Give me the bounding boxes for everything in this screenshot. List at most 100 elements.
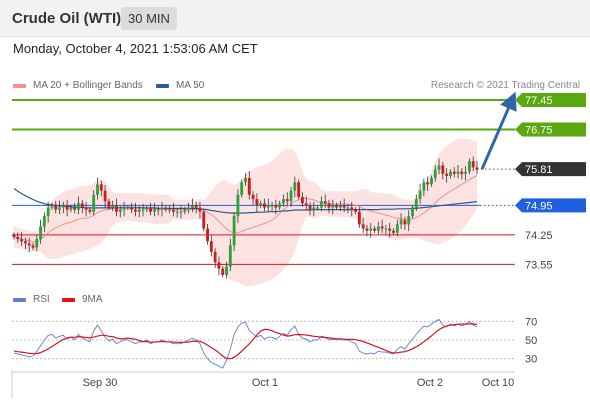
candle-body xyxy=(240,182,244,195)
candle-body xyxy=(282,199,285,204)
candle-body xyxy=(111,205,115,208)
candle-body xyxy=(392,230,395,233)
level-75-81-label: 75.81 xyxy=(525,164,553,176)
legend-rsi: RSI xyxy=(13,294,50,305)
legend-bollinger: MA 20 + Bollinger Bands xyxy=(13,80,143,91)
bollinger-band xyxy=(14,138,477,287)
candle-body xyxy=(380,226,384,229)
candle-body xyxy=(73,207,77,210)
candle-body xyxy=(354,209,357,212)
rsi-panel: 70 50 30 xyxy=(12,316,537,369)
candle-body xyxy=(65,205,69,210)
candle-body xyxy=(403,220,407,225)
candle-body xyxy=(69,207,73,210)
candle-body xyxy=(39,226,42,240)
candle-body xyxy=(346,207,350,209)
candle-body xyxy=(156,209,160,211)
rsi-line xyxy=(13,318,478,369)
candle-body xyxy=(96,184,99,195)
candle-body xyxy=(422,182,426,191)
candle-body xyxy=(118,209,122,212)
candle-body xyxy=(441,165,445,174)
candle-body xyxy=(323,201,327,204)
candle-body xyxy=(213,251,217,263)
level-74-95-tag xyxy=(515,198,586,213)
level-73-55-label: 73.55 xyxy=(525,259,553,271)
candle-body xyxy=(373,228,376,231)
candle-body xyxy=(84,207,88,210)
candle-body xyxy=(266,205,270,208)
candle-body xyxy=(259,203,263,206)
candle-body xyxy=(388,228,392,231)
price-levels xyxy=(12,99,515,265)
legend-9ma-label: 9MA xyxy=(82,294,103,305)
candle-body xyxy=(217,262,221,269)
candle-body xyxy=(107,201,111,208)
legend-bollinger-label: MA 20 + Bollinger Bands xyxy=(33,80,143,91)
candle-body xyxy=(115,205,118,212)
candle-body xyxy=(228,245,232,267)
rsi-swatch xyxy=(13,297,26,302)
candle-body xyxy=(426,182,430,185)
candle-body xyxy=(293,182,297,191)
x-tick-label: Oct 10 xyxy=(482,377,514,389)
legend-ma50: MA 50 xyxy=(156,80,204,91)
candle-body xyxy=(301,196,304,204)
candle-body xyxy=(46,207,50,216)
candle-body xyxy=(316,207,320,209)
candle-body xyxy=(99,184,103,191)
candle-body xyxy=(338,205,342,208)
candle-body xyxy=(319,201,323,208)
candle-body xyxy=(80,203,84,208)
candle-body xyxy=(61,205,65,208)
candle-body xyxy=(145,207,149,210)
candle-body xyxy=(183,209,187,212)
candle-body xyxy=(407,215,411,225)
candle-body xyxy=(350,207,354,210)
candle-body xyxy=(327,203,331,208)
ma50-swatch xyxy=(156,83,169,88)
chart-header: Crude Oil (WTI) 30 MIN xyxy=(0,0,590,37)
candle-body xyxy=(399,220,403,225)
candle-body xyxy=(289,190,293,202)
candle-body xyxy=(247,178,251,195)
x-tick-label: Oct 1 xyxy=(252,377,278,389)
candle-body xyxy=(376,226,380,231)
candle-body xyxy=(232,215,236,246)
legend-rsi-label: RSI xyxy=(33,294,50,305)
candle-body xyxy=(456,171,460,174)
candle-body xyxy=(175,211,179,213)
candle-body xyxy=(160,207,164,210)
candle-body xyxy=(331,205,335,208)
candle-body xyxy=(221,268,225,275)
candle-body xyxy=(251,194,255,200)
candle-body xyxy=(411,207,414,216)
candle-body xyxy=(475,167,479,170)
candle-body xyxy=(414,199,418,208)
target-arrow xyxy=(480,91,517,170)
rsi-tick-70: 70 xyxy=(525,316,537,328)
level-76-75-tag xyxy=(515,122,586,137)
candle-body xyxy=(12,234,16,238)
candle-body xyxy=(452,171,456,174)
candle-body xyxy=(460,171,464,174)
candle-body xyxy=(141,209,145,211)
candle-body xyxy=(92,194,96,212)
candle-body xyxy=(164,207,168,210)
candle-body xyxy=(23,241,27,244)
timeframe-badge[interactable]: 30 MIN xyxy=(121,7,177,30)
level-74-25-label: 74.25 xyxy=(525,230,553,242)
ma9-swatch xyxy=(62,297,75,302)
candle-body xyxy=(464,171,468,174)
candle-body xyxy=(274,205,278,208)
candle-body xyxy=(369,228,373,231)
chart-datetime: Monday, October 4, 2021 1:53:06 AM CET xyxy=(13,41,258,56)
candle-body xyxy=(225,266,228,275)
candle-body xyxy=(31,245,35,248)
candle-body xyxy=(430,178,433,185)
candle-body xyxy=(312,207,316,210)
candle-body xyxy=(270,205,274,207)
bollinger-swatch xyxy=(13,83,26,88)
candle-body xyxy=(342,205,346,208)
